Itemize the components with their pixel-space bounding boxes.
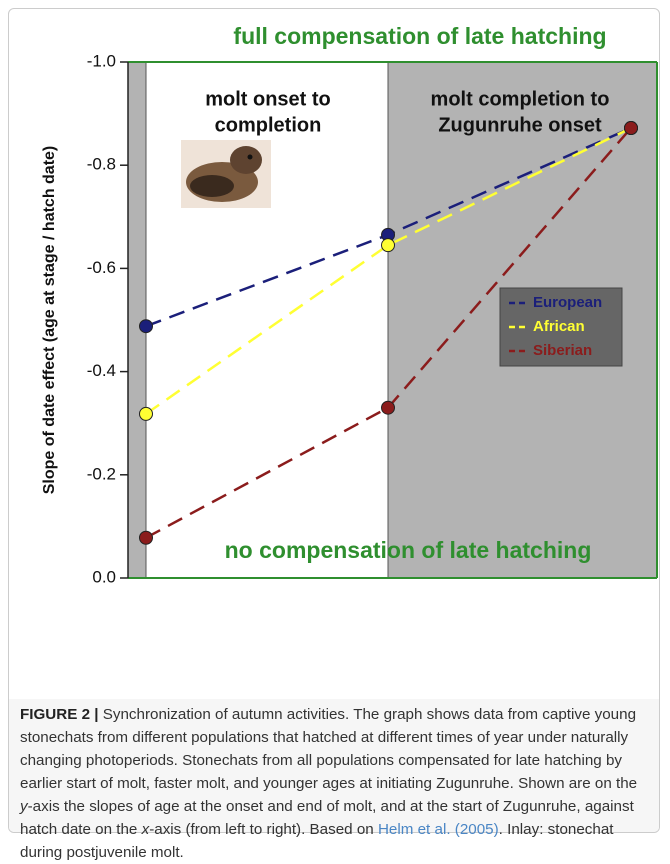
caption-label: FIGURE 2 | (20, 706, 99, 723)
legend-label: Siberian (533, 342, 592, 359)
caption: FIGURE 2 | Synchronization of autumn act… (20, 703, 650, 864)
y-tick-label: -0.6 (87, 258, 116, 277)
region-shade (128, 62, 146, 578)
legend-label: African (533, 318, 585, 335)
y-tick-label: -0.4 (87, 361, 116, 380)
legend-label: European (533, 294, 602, 311)
region-label: molt completion to (431, 88, 610, 110)
citation-link[interactable]: Helm et al. (2005) (377, 821, 499, 838)
chart: 0.0 -0.2 -0.4 -0.6 -0.8 -1.0 Slope of date eff… (41, 23, 658, 586)
caption-text: -axis (from left to right). Based on (149, 821, 378, 838)
data-point (139, 406, 153, 421)
figure-frame (8, 8, 660, 833)
y-axis-label: Slope of date effect (age at stage / hat… (41, 146, 58, 495)
caption-text: -axis the slopes of age at the onset and… (20, 798, 634, 838)
caption-text: y (20, 798, 28, 815)
y-tick-label: -1.0 (87, 51, 116, 70)
caption-text: x (141, 821, 150, 838)
inlay-photo (181, 140, 271, 208)
data-point (381, 238, 395, 253)
y-tick-label: -0.2 (87, 464, 116, 483)
bird-head (230, 146, 262, 174)
data-point (139, 530, 153, 545)
y-tick-label: 0.0 (92, 567, 116, 586)
caption-text: Synchronization of autumn activities. Th… (20, 706, 638, 792)
data-point (139, 319, 153, 334)
annotation: full compensation of late hatching (233, 23, 606, 49)
data-point (381, 400, 395, 415)
caption-background (9, 699, 659, 832)
annotation: no compensation of late hatching (225, 537, 592, 563)
region-label: Zugunruhe onset (438, 114, 602, 136)
region-label: molt onset to (205, 88, 331, 110)
bird-eye (247, 154, 253, 160)
bird-wing (190, 175, 234, 197)
region-label: completion (215, 114, 322, 136)
y-tick-label: -0.8 (87, 155, 116, 174)
data-point (624, 121, 638, 136)
